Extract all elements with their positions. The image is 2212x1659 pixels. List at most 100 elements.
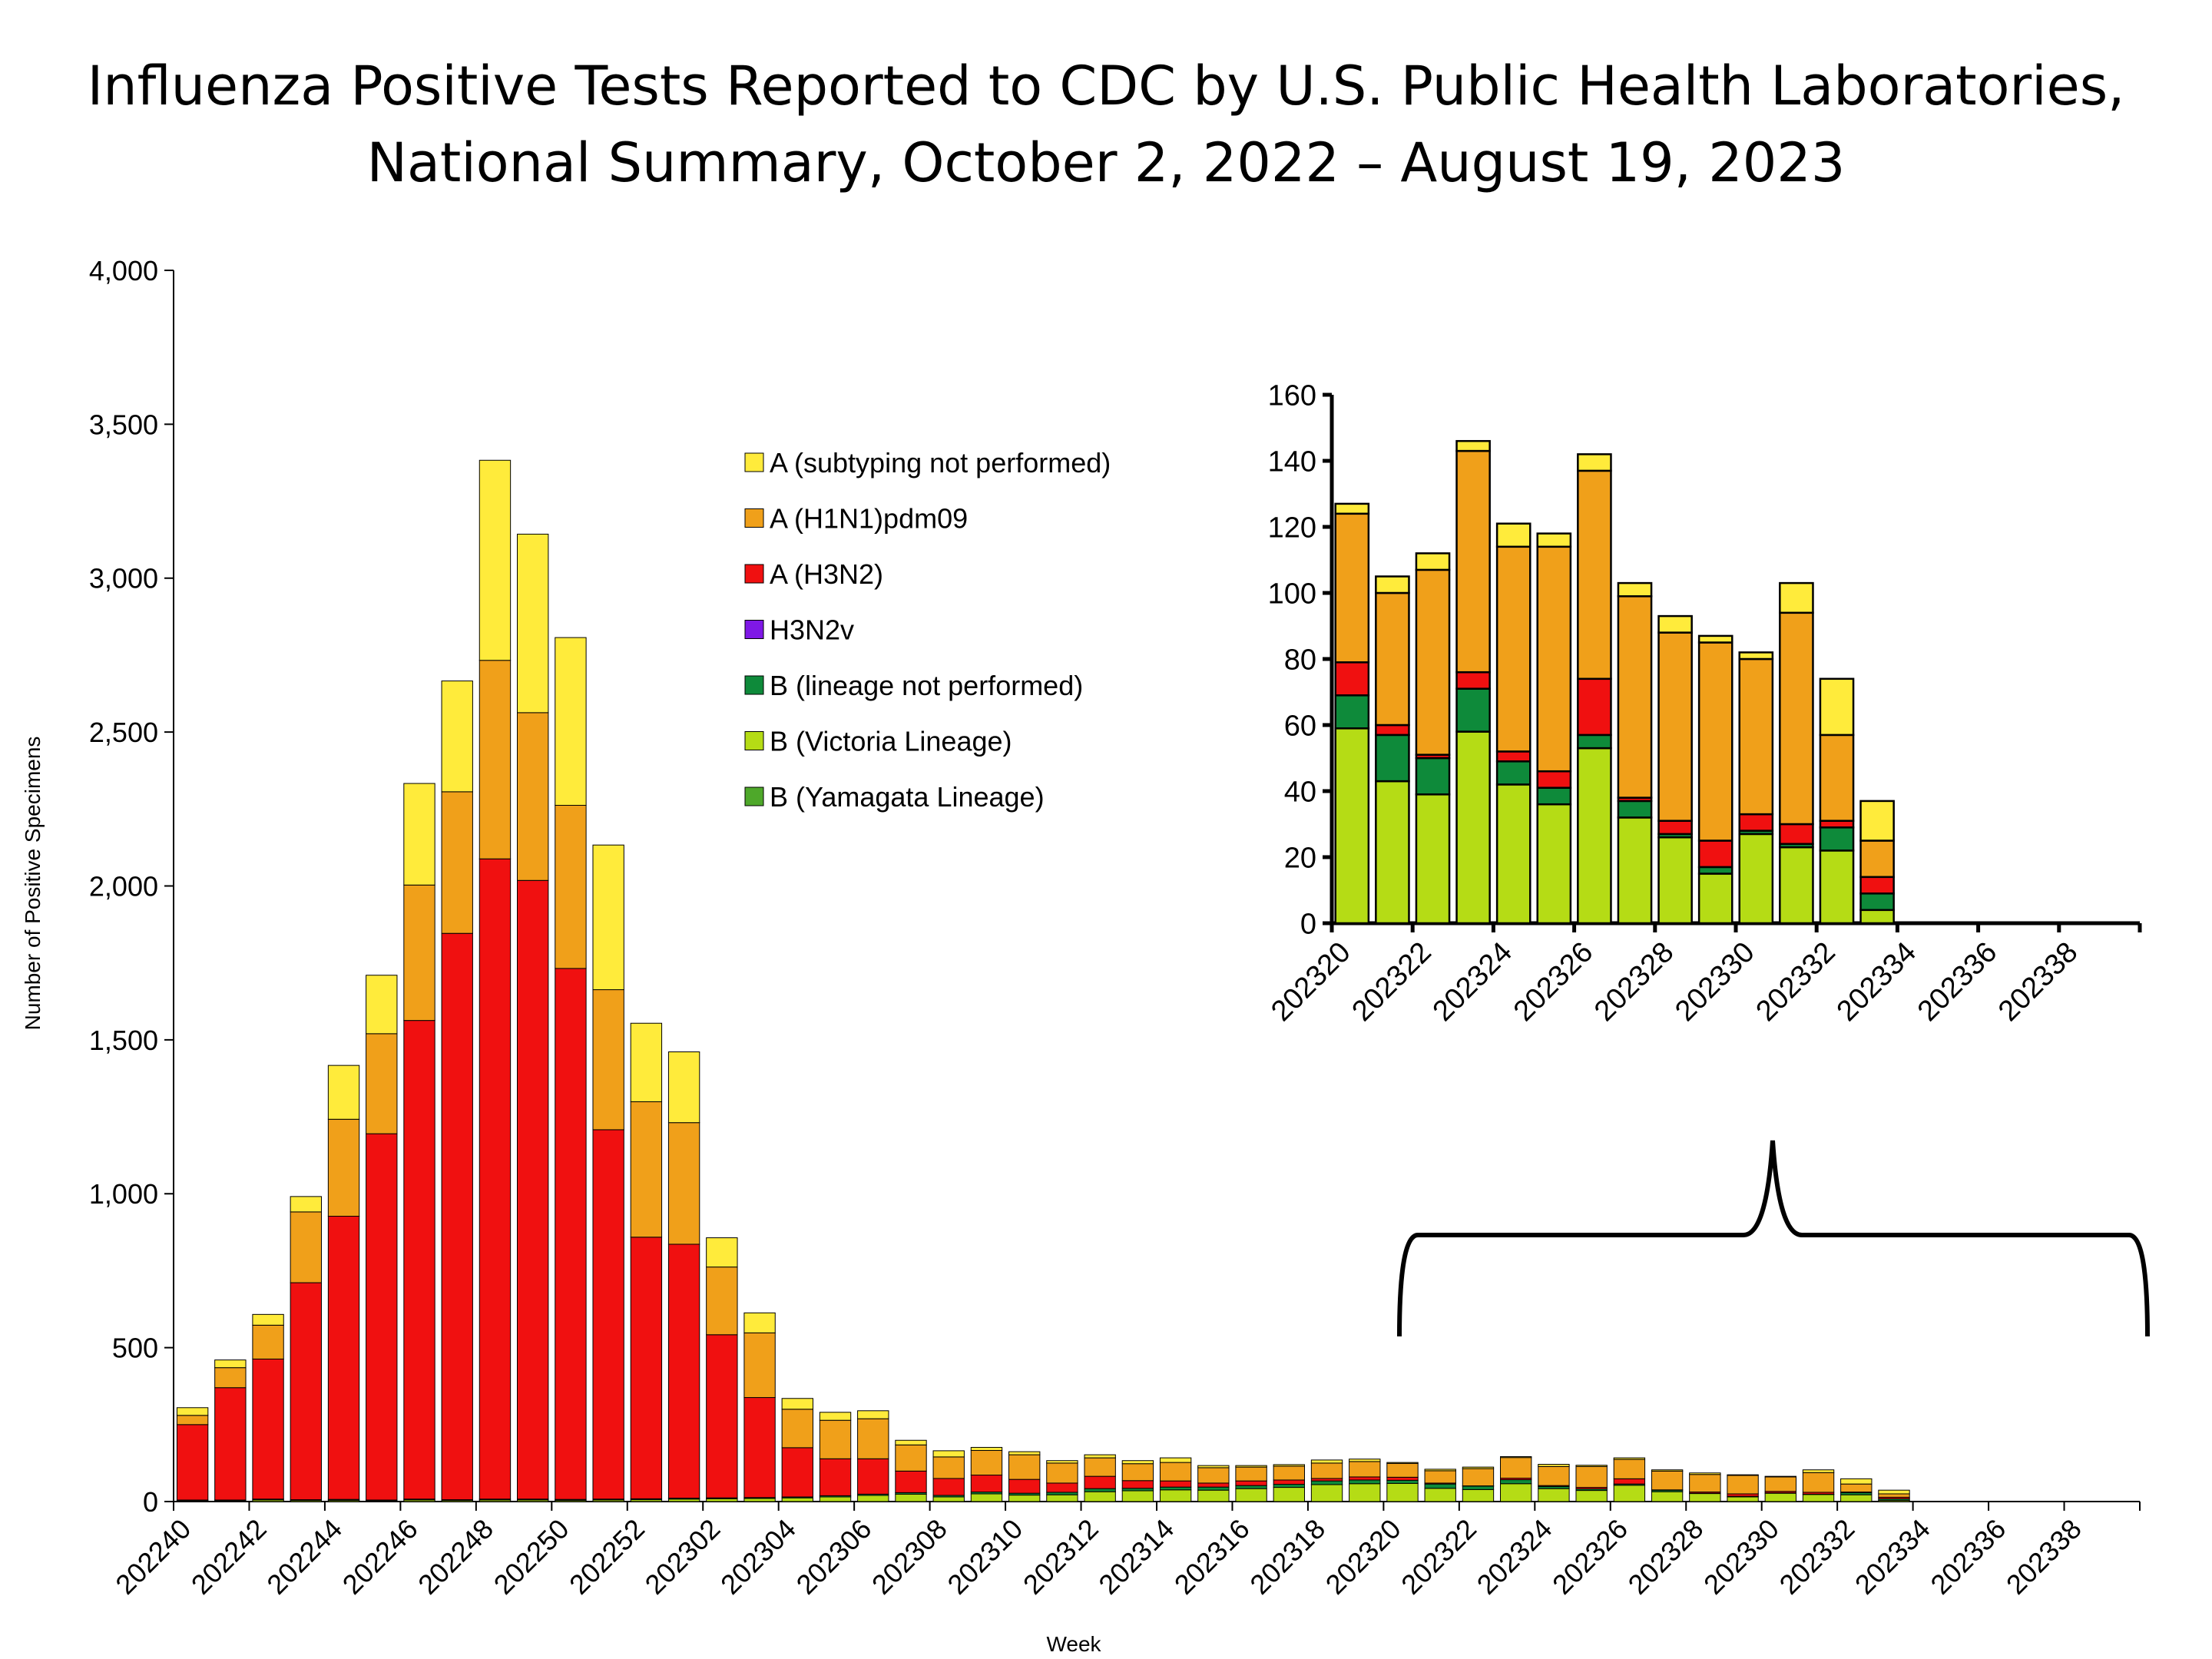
bar-202324-a-subtyping-not-performed <box>1538 1464 1570 1467</box>
legend-swatch-h3n2v <box>744 620 764 639</box>
x-tick-label: 202310 <box>941 1513 1028 1601</box>
inset-bar-202330-a-h3n2 <box>1738 813 1774 832</box>
bar-202242-a-h3n2 <box>252 1358 284 1500</box>
legend-label: H3N2v <box>770 614 854 646</box>
bar-202329-a-h1n1-pdm09 <box>1727 1475 1759 1495</box>
x-tick-label: 202324 <box>1471 1513 1558 1601</box>
bar-202319-a-h3n2 <box>1349 1476 1381 1481</box>
legend-label: B (Victoria Lineage) <box>770 726 1012 757</box>
inset-y-tick-label: 160 <box>1268 380 1316 412</box>
bar-202333-a-subtyping-not-performed <box>1878 1489 1910 1495</box>
bar-202309-a-subtyping-not-performed <box>970 1446 1003 1451</box>
inset-bar-202333-a-h3n2 <box>1859 876 1895 895</box>
inset-bar-202327-a-subtyping-not-performed <box>1617 581 1653 598</box>
bar-202313-a-subtyping-not-performed <box>1121 1460 1154 1465</box>
legend-swatch-b-lineage-not-performed <box>744 675 764 695</box>
legend-label: A (subtyping not performed) <box>770 447 1111 478</box>
bar-202248-a-h1n1-pdm09 <box>478 660 512 859</box>
bar-202322-a-h1n1-pdm09 <box>1462 1468 1495 1487</box>
bar-202307-a-h3n2 <box>895 1470 927 1493</box>
bar-202320-a-subtyping-not-performed <box>1386 1462 1419 1464</box>
bar-202305-a-h3n2 <box>819 1458 852 1496</box>
bar-202330-a-h1n1-pdm09 <box>1764 1476 1796 1492</box>
inset-bar-202325-a-h1n1-pdm09 <box>1536 545 1572 773</box>
bar-202311-a-subtyping-not-performed <box>1046 1460 1078 1464</box>
inset-y-tick-label: 60 <box>1284 710 1316 743</box>
inset-bar-202322-a-subtyping-not-performed <box>1415 552 1451 571</box>
inset-bar-202326-a-subtyping-not-performed <box>1577 453 1612 472</box>
bar-202332-a-subtyping-not-performed <box>1840 1478 1873 1485</box>
bar-202250-a-subtyping-not-performed <box>555 637 587 806</box>
bar-202310-a-subtyping-not-performed <box>1008 1451 1041 1455</box>
inset-bar-202320-b-victoria-lineage <box>1334 727 1370 925</box>
x-tick-label: 202302 <box>639 1513 727 1601</box>
chart-title-line-2: National Summary, October 2, 2022 – Augu… <box>366 131 1846 194</box>
bar-202316-a-subtyping-not-performed <box>1235 1465 1267 1468</box>
legend-swatch-a-h3n2 <box>744 564 764 584</box>
bar-202321-a-subtyping-not-performed <box>1424 1469 1456 1472</box>
inset-bar-202322-b-victoria-lineage <box>1415 793 1451 925</box>
bar-202251-a-subtyping-not-performed <box>592 844 624 991</box>
inset-chart: 0204060801001201401602023202023222023242… <box>1265 380 2142 1028</box>
x-tick-label: 202334 <box>1849 1513 1936 1601</box>
inset-x-tick-label: 202328 <box>1588 936 1680 1028</box>
inset-x-tick-label: 202324 <box>1427 936 1518 1028</box>
bar-202318-b-victoria-lineage <box>1310 1484 1343 1502</box>
inset-x-tick-label: 202338 <box>1992 936 2084 1028</box>
bar-202252-a-subtyping-not-performed <box>630 1022 663 1102</box>
legend-swatch-b-victoria-lineage <box>744 731 764 750</box>
x-axis-title: Week <box>1046 1632 1101 1656</box>
bar-202317-a-h3n2 <box>1273 1479 1305 1485</box>
bar-202324-b-victoria-lineage <box>1538 1488 1570 1502</box>
inset-bar-202328-a-h1n1-pdm09 <box>1657 631 1693 822</box>
inset-y-tick-label: 80 <box>1284 644 1316 677</box>
legend-item-a-subtyping-not-performed: A (subtyping not performed) <box>744 447 1111 478</box>
inset-bar-202321-a-subtyping-not-performed <box>1375 575 1410 594</box>
bar-202313-b-victoria-lineage <box>1121 1490 1154 1502</box>
bar-202310-b-victoria-lineage <box>1008 1495 1041 1502</box>
inset-bar-202329-b-victoria-lineage <box>1697 873 1734 925</box>
bar-202321-b-lineage-not-performed <box>1424 1483 1456 1489</box>
bar-202331-a-h1n1-pdm09 <box>1802 1472 1835 1493</box>
bar-202319-b-victoria-lineage <box>1349 1483 1381 1502</box>
y-tick-label: 1,000 <box>89 1178 158 1210</box>
inset-bar-202323-a-h1n1-pdm09 <box>1455 449 1491 674</box>
bar-202249-a-h1n1-pdm09 <box>517 712 549 881</box>
inset-x-tick-label: 202320 <box>1265 936 1356 1028</box>
bar-202323-a-subtyping-not-performed <box>1500 1455 1532 1459</box>
inset-bar-202333-a-h1n1-pdm09 <box>1859 839 1895 879</box>
bar-202325-a-h1n1-pdm09 <box>1575 1465 1608 1488</box>
bar-202309-a-h1n1-pdm09 <box>970 1449 1003 1476</box>
x-tick-label: 202336 <box>1924 1513 2012 1601</box>
legend-item-b-victoria-lineage: B (Victoria Lineage) <box>744 726 1012 757</box>
x-tick-label: 202318 <box>1243 1513 1331 1601</box>
inset-bracket <box>1397 1140 2150 1337</box>
bar-202316-a-h1n1-pdm09 <box>1235 1466 1267 1482</box>
bar-202319-a-subtyping-not-performed <box>1349 1459 1381 1462</box>
bar-202322-b-lineage-not-performed <box>1462 1485 1495 1490</box>
bar-202304-a-h3n2 <box>781 1447 813 1498</box>
bar-202306-a-subtyping-not-performed <box>857 1410 889 1419</box>
inset-bar-202328-b-victoria-lineage <box>1657 836 1693 925</box>
x-tick-label: 202338 <box>2000 1513 2088 1601</box>
inset-bar-202331-a-h1n1-pdm09 <box>1779 611 1814 826</box>
bar-202315-a-subtyping-not-performed <box>1197 1465 1230 1469</box>
bar-202304-a-h1n1-pdm09 <box>781 1409 813 1449</box>
bar-202330-b-victoria-lineage <box>1764 1492 1796 1502</box>
inset-bar-202322-b-lineage-not-performed <box>1415 757 1451 796</box>
bar-202247-a-h3n2 <box>441 932 473 1501</box>
inset-bar-202325-a-subtyping-not-performed <box>1536 532 1572 548</box>
inset-y-tick-label: 140 <box>1268 446 1316 478</box>
bar-202240-a-h3n2 <box>176 1424 209 1501</box>
y-tick-label: 2,000 <box>89 870 158 902</box>
x-tick-label: 202314 <box>1092 1513 1180 1601</box>
bar-202305-a-subtyping-not-performed <box>819 1412 852 1421</box>
bar-202320-b-victoria-lineage <box>1386 1482 1419 1502</box>
x-tick-label: 202330 <box>1697 1513 1785 1601</box>
bar-202309-a-h3n2 <box>970 1475 1003 1493</box>
legend-label: B (lineage not performed) <box>770 670 1083 701</box>
y-tick-label: 0 <box>143 1486 158 1518</box>
x-tick-label: 202240 <box>109 1513 197 1601</box>
x-tick-label: 202316 <box>1168 1513 1256 1601</box>
y-tick-label: 500 <box>112 1333 158 1364</box>
